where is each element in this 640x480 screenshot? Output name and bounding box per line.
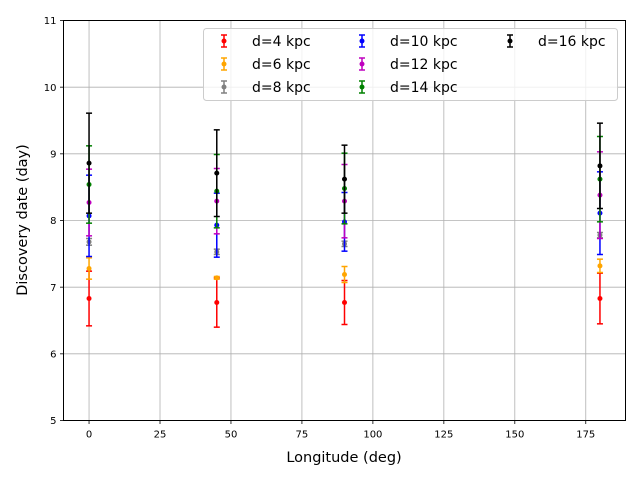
plot-data: [86, 112, 603, 328]
legend-item: d=14 kpc: [359, 80, 458, 96]
series-d-6-kpc: [86, 257, 603, 284]
legend-marker-point: [221, 84, 227, 90]
x-tick-label: 100: [363, 430, 382, 441]
legend: d=4 kpc d=6 kpc d=8 kpc d=10 kpc d=12 kpc d=1…: [203, 28, 618, 101]
data-point: [214, 170, 220, 176]
legend-label: d=12 kpc: [390, 57, 458, 73]
legend-item: d=10 kpc: [359, 34, 458, 50]
legend-label: d=10 kpc: [390, 34, 458, 50]
x-tick-label: 125: [434, 430, 453, 441]
x-axis-label: Longitude (deg): [286, 450, 401, 466]
y-tick-label: 8: [50, 216, 56, 227]
x-tick-label: 0: [86, 430, 92, 441]
data-point: [86, 160, 92, 166]
legend-item: d=16 kpc: [507, 34, 606, 50]
legend-label: d=16 kpc: [538, 34, 606, 50]
data-point: [214, 300, 220, 305]
y-axis-label: Discovery date (day): [15, 144, 31, 296]
x-tick-label: 175: [576, 430, 595, 441]
x-tick-label: 150: [505, 430, 524, 441]
data-point: [86, 296, 92, 301]
x-tick-label: 25: [154, 430, 167, 441]
legend-item: d=6 kpc: [221, 57, 311, 73]
legend-marker-point: [359, 61, 365, 67]
legend-marker-point: [221, 38, 227, 44]
data-point: [342, 272, 347, 277]
legend-marker-point: [507, 38, 513, 44]
y-tick-label: 7: [50, 283, 56, 294]
x-tick-label: 50: [225, 430, 238, 441]
legend-marker-point: [221, 61, 227, 67]
data-point: [86, 266, 92, 271]
data-point: [214, 275, 220, 281]
legend-item: d=12 kpc: [359, 57, 458, 73]
y-tick-label: 9: [50, 149, 56, 160]
y-tick-label: 10: [44, 83, 57, 94]
legend-label: d=4 kpc: [252, 34, 311, 50]
legend-label: d=14 kpc: [390, 80, 458, 96]
legend-item: d=4 kpc: [221, 34, 311, 50]
data-point: [597, 163, 603, 169]
data-point: [597, 263, 603, 269]
y-tick-label: 11: [44, 16, 57, 27]
data-point: [342, 300, 347, 305]
data-point: [342, 176, 347, 182]
axis-ticks: 0 25 50 75 100 125 150 175 5 6 7 8 9 10 11: [44, 16, 596, 440]
legend-item: d=8 kpc: [221, 80, 311, 96]
series-d-16-kpc: [86, 112, 603, 218]
legend-box: [203, 28, 618, 101]
y-tick-label: 6: [50, 349, 56, 360]
data-point: [597, 296, 603, 301]
legend-label: d=6 kpc: [252, 57, 311, 73]
y-tick-label: 5: [50, 416, 56, 427]
x-tick-label: 75: [296, 430, 309, 441]
legend-label: d=8 kpc: [252, 80, 311, 96]
legend-marker-point: [359, 38, 365, 44]
legend-marker-point: [359, 84, 365, 90]
